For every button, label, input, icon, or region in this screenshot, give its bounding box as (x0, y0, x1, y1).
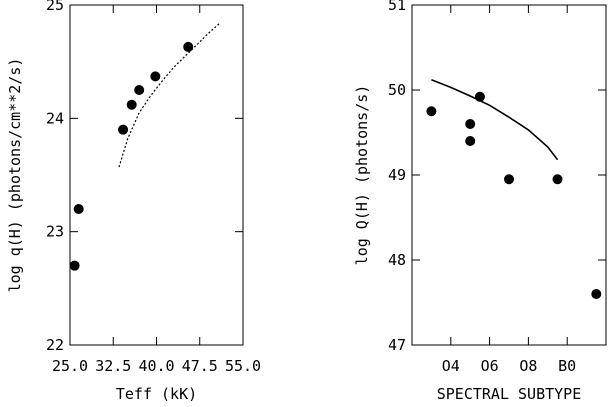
data-point (126, 99, 137, 110)
data-point (183, 41, 194, 52)
model-curve-dotted (118, 22, 221, 168)
data-point (73, 204, 84, 214)
x-tick-label: 47.5 (182, 357, 218, 375)
data-point (118, 124, 129, 135)
y-tick-label: 50 (388, 81, 406, 99)
data-point (465, 119, 476, 129)
data-point (426, 106, 437, 117)
x-tick-label: 25.0 (52, 357, 88, 375)
y-tick-label: 22 (46, 336, 64, 354)
left-panel: 22 23 24 25 25.0 32.5 40.0 47.5 55.0 Teff (kK) log… (6, 0, 261, 403)
x-tick-label: B0 (558, 357, 576, 375)
y-tick-label: 48 (388, 251, 406, 269)
y-tick-label: 49 (388, 166, 406, 184)
y-tick-label: 23 (46, 223, 64, 241)
x-tick-label: O8 (519, 357, 537, 375)
plot-frame (69, 4, 244, 346)
x-tick-label: O4 (442, 357, 460, 375)
y-tick-label: 25 (46, 0, 64, 14)
x-tick-label: 55.0 (225, 357, 261, 375)
data-point (465, 136, 476, 146)
y-tick-label: 24 (46, 109, 64, 127)
y-axis-label: log Q(H) (photons/s) (353, 85, 371, 266)
y-tick-label: 51 (388, 0, 406, 14)
y-tick-label: 47 (388, 336, 406, 354)
data-point (552, 174, 563, 185)
data-point (504, 174, 514, 185)
x-tick-label: 32.5 (95, 357, 131, 375)
data-point (69, 260, 80, 271)
y-axis-label: log q(H) (photons/cm**2/s) (6, 58, 24, 293)
x-tick-label: 40.0 (138, 357, 174, 375)
x-axis-label: SPECTRAL SUBTYPE (437, 385, 582, 403)
right-panel: 47 48 49 50 51 O4 O6 O8 B0 SPECTRAL SUBTYPE log Q(… (353, 0, 607, 403)
data-point (134, 85, 145, 95)
model-curve (431, 79, 559, 161)
x-tick-label: O6 (481, 357, 499, 375)
data-point (591, 289, 602, 299)
data-point (150, 71, 161, 82)
x-axis-label: Teff (kK) (116, 385, 197, 403)
